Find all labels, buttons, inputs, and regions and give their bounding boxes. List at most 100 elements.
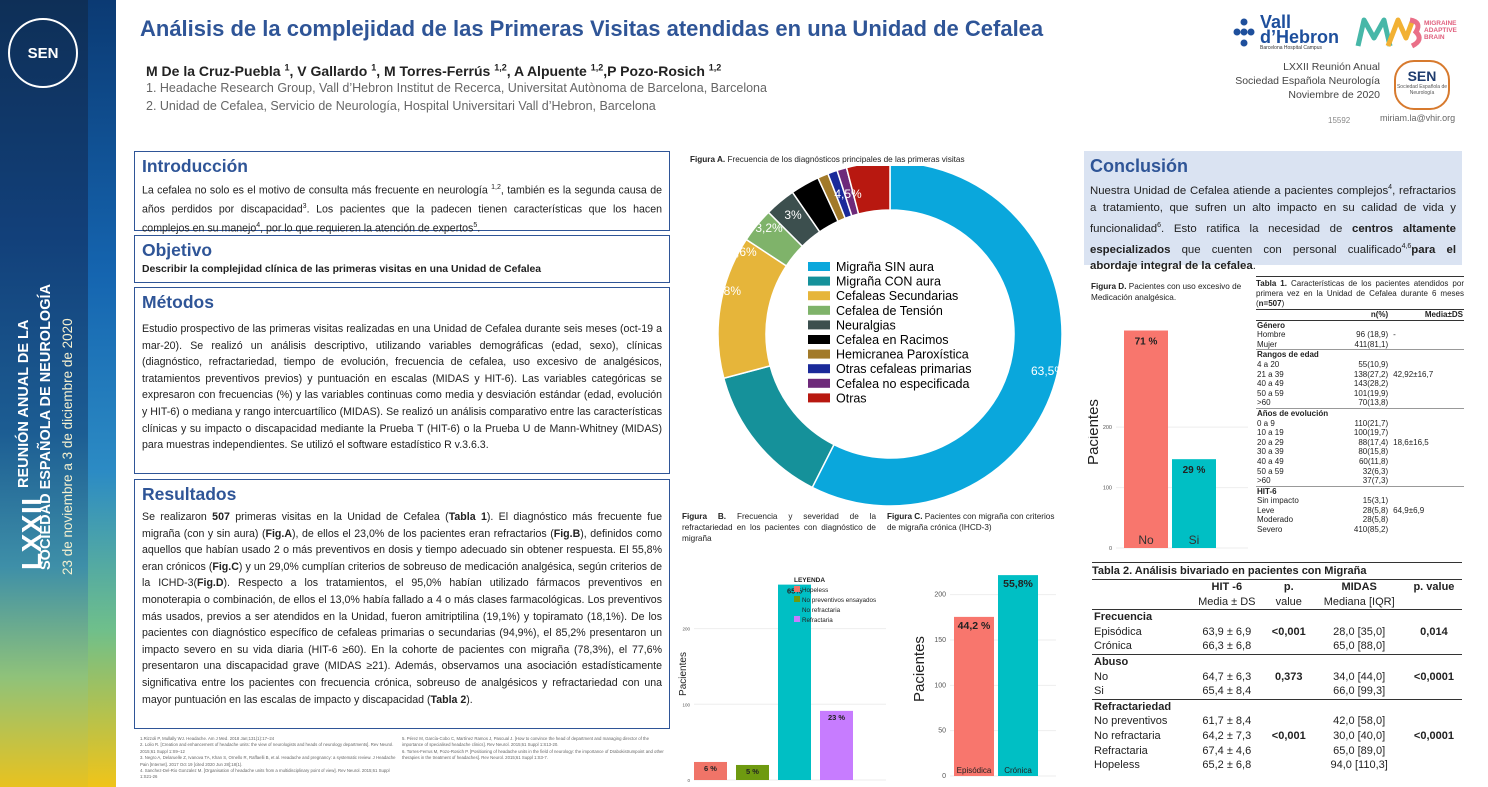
table-1-caption: Tabla 1. Características de los paciente… — [1256, 276, 1464, 309]
y-tick-label: 200 — [682, 627, 690, 632]
methods-section: Métodos Estudio prospectivo de las prime… — [134, 287, 670, 474]
table-1: Tabla 1. Características de los paciente… — [1256, 276, 1464, 535]
table-row: Sin impacto 15(3,1) — [1257, 496, 1389, 506]
table-row: Si 65,4 ± 8,4 66,0 [99,3] — [1094, 685, 1386, 698]
figure-c-caption: Figura C. Pacientes con migraña con crit… — [887, 512, 1055, 532]
table-row: 20 a 29 88(17,4) 18,6±16,5 — [1257, 437, 1429, 447]
bar-value-label-4: 23 % — [828, 713, 845, 722]
author-1: M De la Cruz-Puebla 1, — [146, 62, 298, 79]
figure-d-bar-chart: Pacientes 0 100 200 71 % No 29 % Si — [1088, 330, 1248, 552]
table-row: 4 a 20 55(10,9) — [1257, 359, 1389, 369]
sidebar-banner: SEN LXXII REUNIÓN ANUAL DE LA SOCIEDAD E… — [0, 0, 88, 787]
meeting-info: LXXII Reunión Anual Sociedad Española Ne… — [1232, 60, 1380, 102]
bar-value-label-1: 6 % — [704, 764, 717, 773]
table-2: Tabla 2. Análisis bivariado en pacientes… — [1092, 562, 1462, 773]
authors: M De la Cruz-Puebla 1, V Gallardo 1, M T… — [146, 62, 721, 79]
table-row: 0 a 9 110(21,7) — [1257, 418, 1389, 428]
introduction-heading: Introducción — [142, 156, 248, 176]
legend-label-4: Refractaria — [802, 617, 833, 624]
mab-logo: MIGRAINE ADAPTIVE BRAIN — [1354, 14, 1478, 50]
author-3: M Torres-Ferrús 1,2, — [383, 62, 514, 79]
y-tick-label: 0 — [1109, 546, 1112, 552]
donut-value-label-1: 63,5% — [1031, 364, 1065, 378]
legend-swatch-7 — [808, 349, 830, 359]
methods-text: Estudio prospectivo de las primeras visi… — [142, 323, 662, 452]
legend-title: LEYENDA — [794, 577, 825, 584]
table-row: Hombre 96 (18,9) - — [1257, 330, 1396, 340]
legend-swatch-3 — [794, 606, 800, 612]
bar-category-label-2: Crónica — [1004, 766, 1032, 775]
legend-swatch-2 — [794, 596, 800, 602]
legend-label-10: Otras — [836, 391, 867, 405]
legend-swatch-9 — [808, 378, 830, 388]
author-2: V Gallardo 1, — [297, 62, 384, 79]
y-tick-label: 0 — [687, 778, 690, 783]
sen-badge: SEN — [8, 18, 78, 88]
figure-c-bar-chart: Pacientes 0 50 100 150 200 44,2 % Episódica 55,8… — [911, 575, 1056, 780]
donut-value-label-5: 3,2% — [755, 221, 783, 235]
reference-4: 4. Sanchez-Del-Rio Gonzalez M. [Organisa… — [140, 768, 390, 780]
bar-1 — [1124, 330, 1168, 548]
bar-2 — [998, 575, 1038, 776]
table-row: >60 70(13,8) — [1257, 398, 1389, 408]
legend-swatch-1 — [794, 586, 800, 592]
donut-value-label-4: 3,6% — [729, 245, 757, 259]
conclusion-section: Conclusión Nuestra Unidad de Cefalea ati… — [1084, 151, 1462, 272]
legend-label-2: Migraña CON aura — [836, 275, 941, 289]
figure-b-caption: Figura B. Frecuencia y severidad de la r… — [682, 512, 876, 543]
y-tick-label: 50 — [938, 728, 946, 735]
y-tick-label: 100 — [1103, 486, 1112, 492]
bar-value-label-2: 5 % — [746, 767, 759, 776]
contact-email[interactable]: miriam.la@vhir.org — [1380, 113, 1456, 123]
bar-value-label-2: 29 % — [1183, 465, 1206, 476]
bar-2 — [736, 764, 769, 780]
table-1-section-1: Género — [1256, 319, 1464, 331]
bar-value-label-1: 71 % — [1135, 337, 1158, 348]
reference-2: 2. Lolio R. [Creation and enhancement of… — [140, 742, 394, 754]
table-2-caption: Tabla 2. Análisis bivariado en pacientes… — [1092, 562, 1462, 580]
mab-logo-icon — [1355, 17, 1422, 49]
donut-slice-3 — [717, 238, 788, 380]
legend-label-3: Cefaleas Secundarias — [836, 289, 958, 303]
table-row: No preventivos 61,7 ± 8,4 42,0 [58,0] — [1094, 715, 1386, 728]
vall-hebron-logo: Vall d’Hebron Barcelona Hospital Campus — [1232, 13, 1344, 51]
legend-label-4: Cefalea de Tensión — [836, 304, 943, 318]
legend-label-6: Cefalea en Racimos — [836, 333, 949, 347]
objective-section: Objetivo Describir la complejidad clínic… — [134, 235, 670, 283]
legend-label-1: Migraña SIN aura — [836, 260, 934, 274]
bar-category-label-1: No — [1138, 533, 1154, 547]
vh-logo-line2: d’Hebron — [1260, 27, 1339, 47]
sen-logo-text: SEN — [1407, 68, 1437, 84]
meeting-line1: LXXII Reunión Anual — [1283, 61, 1380, 73]
y-tick-label: 150 — [934, 637, 946, 644]
author-4: A Alpuente 1,2, — [513, 62, 608, 79]
vall-hebron-cross-icon — [1233, 18, 1255, 47]
reference-6: 6. Torres-Ferrus M, Pozo-Rosich P. [Posi… — [402, 748, 664, 761]
author-5: P Pozo-Rosich 1,2 — [607, 62, 722, 79]
table-row: Leve 28(5,8) 64,9±6,9 — [1257, 505, 1425, 515]
table-2-section-1: Frecuencia — [1092, 609, 1462, 625]
legend-label-9: Cefalea no especificada — [836, 377, 969, 391]
reference-3: 3. Negro A, Delaruelle Z, Ivanova TA, Kh… — [140, 755, 396, 767]
bar-value-label-2: 55,8% — [1003, 578, 1033, 590]
table-row: Crónica 66,3 ± 6,8 65,0 [88,0] — [1094, 640, 1386, 653]
table-row: 40 a 49 143(28,2) — [1257, 379, 1389, 389]
table-row: Hopeless 65,2 ± 6,8 94,0 [110,3] — [1094, 759, 1388, 772]
table-1-section-2: Rangos de edad — [1256, 349, 1464, 360]
objective-text: Describir la complejidad clínica de las … — [142, 264, 542, 275]
figure-a-caption: Figura A. Frecuencia de los diagnósticos… — [690, 155, 965, 164]
references-left: 1.Rizzoli P, Mullally WJ. Headache. Am J… — [140, 736, 402, 781]
mab-logo-text: MIGRAINE ADAPTIVE BRAIN — [1424, 20, 1457, 41]
legend-swatch-8 — [808, 364, 830, 374]
reference-5: 5. Pérez M, García-Cobo C, Martínez Ramo… — [402, 736, 649, 748]
table-row: No 64,7 ± 6,3 0,373 34,0 [44,0] <0,0001 — [1094, 670, 1454, 683]
legend-label-2: No preventivos ensayados — [802, 597, 876, 604]
figure-d-caption: Figura D. Pacientes con uso excesivo de … — [1091, 282, 1242, 302]
table-1-section-4: HIT-6 — [1256, 485, 1464, 497]
y-tick-label: 100 — [934, 682, 946, 689]
figure-a-donut-chart: 63,5%14,8%14,8%3,6%3,2%3%4,5%Migraña SIN… — [707, 166, 1065, 506]
donut-value-label-6: 3% — [784, 208, 802, 222]
y-axis-label: Pacientes — [1088, 399, 1102, 465]
table-row: Mujer 411(81,1) — [1257, 339, 1389, 349]
sidebar-dates: 23 de noviembre a 3 de diciembre de 2020 — [60, 318, 75, 575]
